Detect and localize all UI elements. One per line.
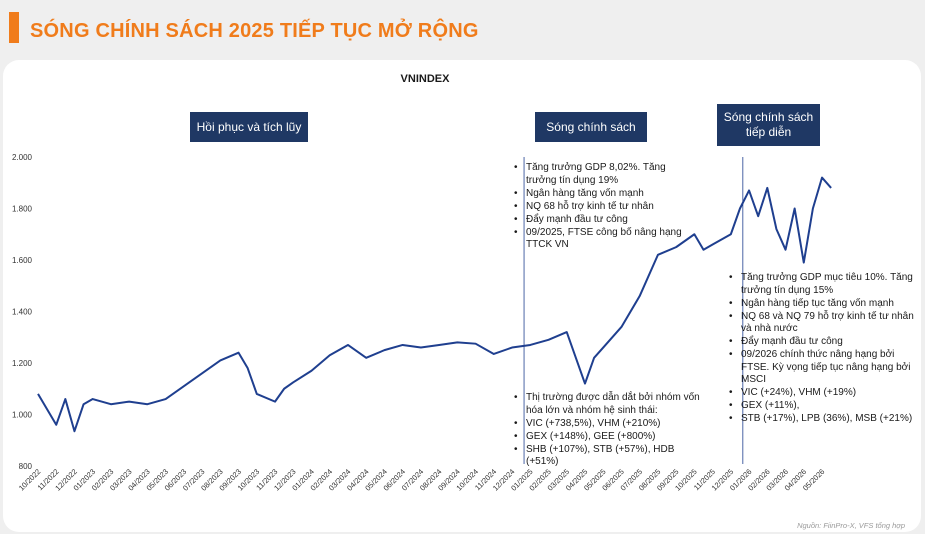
y-tick-label: 1.200 <box>12 359 33 368</box>
note-item: Đẩy mạnh đầu tư công <box>512 214 697 227</box>
y-tick-label: 2.000 <box>12 153 33 162</box>
policy-stock-notes: Thị trường được dẫn dắt bởi nhóm vốn hóa… <box>512 392 707 469</box>
note-item: GEX (+148%), GEE (+800%) <box>512 431 707 444</box>
page-title: SÓNG CHÍNH SÁCH 2025 TIẾP TỤC MỞ RỘNG <box>30 20 479 42</box>
note-item: STB (+17%), LPB (36%), MSB (+21%) <box>727 413 915 426</box>
note-item: SHB (+107%), STB (+57%), HDB (+51%) <box>512 444 707 469</box>
chart-title: VNINDEX <box>400 73 450 85</box>
vnindex-series-line <box>37 176 832 433</box>
note-item: Ngân hàng tăng vốn mạnh <box>512 188 697 201</box>
note-item: VIC (+738,5%), VHM (+210%) <box>512 418 707 431</box>
note-item: Ngân hàng tiếp tục tăng vốn mạnh <box>727 298 915 311</box>
note-item: NQ 68 hỗ trợ kinh tế tư nhân <box>512 201 697 214</box>
note-item: Đẩy mạnh đầu tư công <box>727 336 915 349</box>
phase-label-continued-wave: Sóng chính sách tiếp diễn <box>717 104 820 146</box>
phase-label-policy-wave: Sóng chính sách <box>535 112 647 142</box>
note-item: NQ 68 và NQ 79 hỗ trợ kinh tế tư nhân và… <box>727 311 915 336</box>
continued-wave-notes: Tăng trưởng GDP mục tiêu 10%. Tăng trưởn… <box>727 272 915 426</box>
y-tick-label: 1.400 <box>12 308 33 317</box>
note-item: Thị trường được dẫn dắt bởi nhóm vốn hóa… <box>512 392 707 417</box>
y-tick-label: 1.000 <box>12 411 33 420</box>
y-tick-label: 1.600 <box>12 256 33 265</box>
note-item: Tăng trưởng GDP 8,02%. Tăng trưởng tín d… <box>512 162 697 187</box>
note-item: VIC (+24%), VHM (+19%) <box>727 387 915 400</box>
phase-label-recovery: Hồi phục và tích lũy <box>190 112 308 142</box>
y-tick-label: 1.800 <box>12 205 33 214</box>
note-item: GEX (+11%), <box>727 400 915 413</box>
note-item: Tăng trưởng GDP mục tiêu 10%. Tăng trưởn… <box>727 272 915 297</box>
title-accent-bar <box>9 12 19 43</box>
y-tick-label: 800 <box>19 462 33 471</box>
policy-macro-notes: Tăng trưởng GDP 8,02%. Tăng trưởng tín d… <box>512 162 697 252</box>
source-note: Nguồn: FiinPro-X, VFS tổng hợp <box>797 521 905 530</box>
note-item: 09/2026 chính thức nâng hạng bởi FTSE. K… <box>727 349 915 387</box>
note-item: 09/2025, FTSE công bố nâng hạng TTCK VN <box>512 227 697 252</box>
